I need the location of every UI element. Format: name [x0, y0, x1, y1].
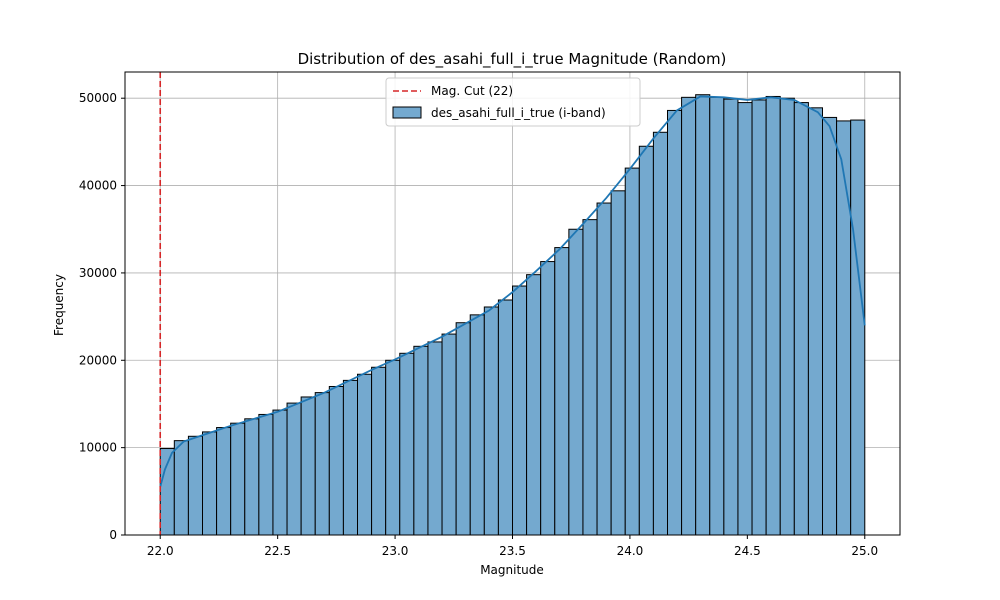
histogram-bar	[737, 102, 753, 536]
histogram-bar	[230, 422, 246, 536]
histogram-bar	[202, 431, 218, 536]
histogram-bar	[300, 396, 316, 536]
histogram-bar	[807, 107, 824, 536]
histogram-bar	[314, 392, 330, 536]
x-tick-label: 23.0	[382, 544, 409, 558]
y-tick-label: 40000	[79, 179, 117, 193]
histogram-bar	[427, 341, 443, 536]
histogram-bar	[469, 314, 485, 536]
histogram-bar	[610, 190, 626, 536]
histogram-bar	[244, 418, 260, 536]
histogram-bar	[709, 96, 725, 536]
histogram-bar	[399, 352, 415, 536]
histogram-bar	[638, 145, 654, 536]
histogram-bar	[258, 413, 274, 536]
y-axis-label: Frequency	[52, 274, 66, 336]
histogram-bar	[483, 306, 499, 536]
histogram-bar	[554, 247, 570, 536]
legend-entry-label: Mag. Cut (22)	[431, 84, 513, 98]
histogram-bar	[371, 366, 387, 536]
histogram-bar	[173, 440, 189, 536]
histogram-bar	[512, 285, 528, 536]
histogram-bar	[723, 98, 739, 536]
histogram-bar	[328, 385, 344, 536]
x-tick-label: 25.0	[851, 544, 878, 558]
histogram-bar	[667, 109, 683, 536]
histogram-bar	[751, 99, 767, 536]
plot-area: 22.0 22.5 23.0 23.5 24.0 24.5 25.0 0 10000 20000 3…	[79, 71, 901, 558]
histogram-bar	[159, 448, 175, 536]
x-axis-label: Magnitude	[480, 563, 544, 577]
histogram-bar	[441, 333, 457, 536]
histogram-bar	[357, 373, 373, 536]
histogram-bar	[385, 359, 401, 536]
x-tick-label: 24.0	[617, 544, 644, 558]
legend-box	[385, 77, 641, 127]
histogram-bar	[624, 167, 640, 536]
histogram-bar	[582, 219, 598, 536]
x-tick-label: 22.5	[264, 544, 291, 558]
x-tick-label: 24.5	[734, 544, 761, 558]
chart-title: Distribution of des_asahi_full_i_true Ma…	[298, 50, 727, 69]
y-tick-label: 30000	[79, 266, 117, 280]
histogram-bar	[850, 119, 866, 536]
histogram-bar	[413, 345, 429, 536]
histogram-bar	[455, 322, 471, 536]
kde-curve	[159, 95, 866, 488]
histogram-bar	[822, 116, 838, 536]
histogram-bar	[652, 131, 669, 536]
histogram-bar	[286, 402, 302, 536]
legend-swatch-histogram	[392, 106, 422, 119]
y-tick-label: 0	[109, 528, 117, 542]
y-tick-label: 50000	[79, 91, 117, 105]
x-tick-label: 23.5	[499, 544, 526, 558]
histogram-bar	[836, 120, 852, 536]
histogram-bar	[187, 435, 203, 536]
histogram-bar	[568, 228, 584, 536]
y-tick-label: 10000	[79, 441, 117, 455]
histogram-bar	[779, 97, 795, 536]
histogram-bar	[540, 261, 556, 536]
histogram-bar	[272, 409, 288, 536]
histogram-bar	[342, 379, 358, 536]
histogram-bar	[793, 102, 809, 536]
histogram-bar	[765, 95, 781, 536]
legend: Mag. Cut (22) des_asahi_full_i_true (i-ba…	[385, 77, 641, 127]
histogram-bar	[526, 274, 542, 536]
histogram-bar	[497, 299, 513, 536]
legend-entry-label: des_asahi_full_i_true (i-band)	[431, 106, 606, 120]
x-tick-label: 22.0	[147, 544, 174, 558]
histogram-bar	[216, 427, 232, 536]
y-tick-label: 20000	[79, 353, 117, 367]
histogram-bar	[681, 96, 697, 536]
histogram-bar	[596, 202, 612, 536]
histogram-bar	[695, 94, 711, 536]
